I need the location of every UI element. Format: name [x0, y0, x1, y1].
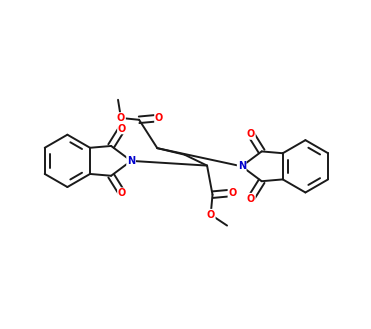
Text: O: O [207, 210, 215, 220]
Text: O: O [117, 113, 125, 123]
Text: O: O [247, 129, 255, 139]
Text: N: N [127, 156, 135, 166]
Text: O: O [118, 123, 126, 134]
Text: O: O [155, 113, 163, 123]
Text: O: O [229, 188, 237, 198]
Text: O: O [118, 188, 126, 198]
Text: O: O [247, 194, 255, 204]
Text: N: N [238, 161, 246, 171]
